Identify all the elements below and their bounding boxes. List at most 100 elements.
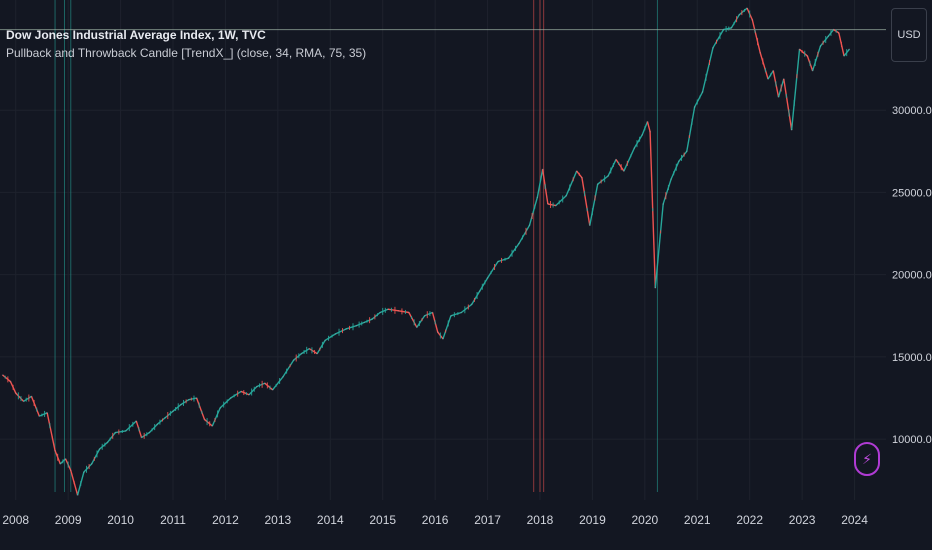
price-point xyxy=(615,158,617,161)
price-point xyxy=(767,78,769,80)
y-tick-label: 25000.00 xyxy=(892,187,932,199)
price-segment xyxy=(2,374,11,383)
price-point xyxy=(14,392,17,394)
price-point xyxy=(827,35,830,37)
price-point xyxy=(832,28,835,31)
price-point xyxy=(536,196,539,199)
price-segment xyxy=(345,324,357,330)
price-point xyxy=(436,331,439,334)
price-point xyxy=(759,51,761,54)
price-point xyxy=(156,423,159,426)
price-segment xyxy=(486,261,499,279)
price-segment xyxy=(471,290,481,305)
x-tick-label: 2022 xyxy=(736,513,763,527)
price-point xyxy=(701,91,704,93)
price-point xyxy=(54,449,56,452)
replay-button[interactable]: ⚡︎ xyxy=(854,442,880,476)
price-segment xyxy=(589,184,599,226)
price-point xyxy=(379,311,381,314)
price-point xyxy=(838,32,840,34)
price-segment xyxy=(272,376,284,391)
price-point xyxy=(486,277,489,279)
price-point xyxy=(9,380,12,383)
price-point xyxy=(811,69,814,72)
price-point xyxy=(106,441,109,444)
price-segment xyxy=(23,395,32,402)
price-point xyxy=(471,303,473,306)
price-point xyxy=(575,170,578,172)
price-segment xyxy=(581,177,591,226)
price-segment xyxy=(256,382,266,388)
price-point xyxy=(565,194,568,197)
price-segment xyxy=(188,397,197,401)
price-point xyxy=(623,170,625,172)
price-point xyxy=(195,397,198,399)
price-point xyxy=(415,326,418,329)
price-point xyxy=(256,385,258,388)
price-point xyxy=(746,7,748,10)
price-segment xyxy=(670,160,680,180)
price-point xyxy=(219,407,221,409)
price-segment xyxy=(356,321,365,327)
price-point xyxy=(596,183,599,186)
price-segment xyxy=(783,78,793,131)
price-segment xyxy=(654,203,664,288)
price-segment xyxy=(442,315,452,340)
lightning-bolt-icon: ⚡︎ xyxy=(862,450,872,467)
price-segment xyxy=(819,35,829,47)
price-point xyxy=(848,48,851,51)
price-segment xyxy=(240,390,250,396)
price-point xyxy=(408,311,410,314)
price-segment xyxy=(450,311,462,317)
price-segment xyxy=(39,412,48,417)
price-segment xyxy=(597,175,609,185)
price-segment xyxy=(528,197,539,226)
price-point xyxy=(431,311,434,314)
price-point xyxy=(554,204,557,207)
price-segment xyxy=(497,257,509,263)
price-segment xyxy=(371,311,381,320)
price-point xyxy=(114,431,117,434)
x-tick-label: 2009 xyxy=(55,513,82,527)
price-point xyxy=(518,242,520,245)
price-point xyxy=(460,311,463,314)
price-point xyxy=(90,463,93,465)
price-point xyxy=(125,430,127,432)
price-point xyxy=(685,150,688,153)
price-point xyxy=(83,471,85,473)
indicator-label[interactable]: Pullback and Throwback Candle [TrendX_] … xyxy=(6,46,367,60)
price-segment xyxy=(316,340,326,354)
price-point xyxy=(751,18,754,21)
price-point xyxy=(528,224,531,227)
price-segment xyxy=(565,170,578,196)
price-point xyxy=(649,130,651,133)
price-point xyxy=(397,310,400,312)
price-segment xyxy=(694,91,704,108)
currency-button[interactable]: USD xyxy=(891,8,927,62)
price-point xyxy=(722,28,725,31)
price-segment xyxy=(555,195,567,207)
price-segment xyxy=(547,203,556,207)
price-point xyxy=(423,314,426,317)
price-point xyxy=(772,69,775,72)
price-point xyxy=(777,96,780,98)
price-segment xyxy=(686,106,696,152)
price-point xyxy=(355,324,358,327)
x-tick-label: 2010 xyxy=(107,513,134,527)
price-point xyxy=(271,389,274,391)
price-point xyxy=(248,393,250,396)
price-point xyxy=(646,120,649,123)
symbol-title[interactable]: Dow Jones Industrial Average Index, 1W, … xyxy=(6,28,266,42)
price-segment xyxy=(662,179,672,205)
y-tick-label: 30000.00 xyxy=(892,105,932,117)
price-segment xyxy=(156,417,166,425)
price-segment xyxy=(678,150,688,162)
price-point xyxy=(547,203,549,205)
price-segment xyxy=(479,277,489,292)
price-point xyxy=(678,160,680,162)
price-point xyxy=(497,260,499,263)
price-segment xyxy=(46,412,56,451)
price-point xyxy=(363,321,366,324)
